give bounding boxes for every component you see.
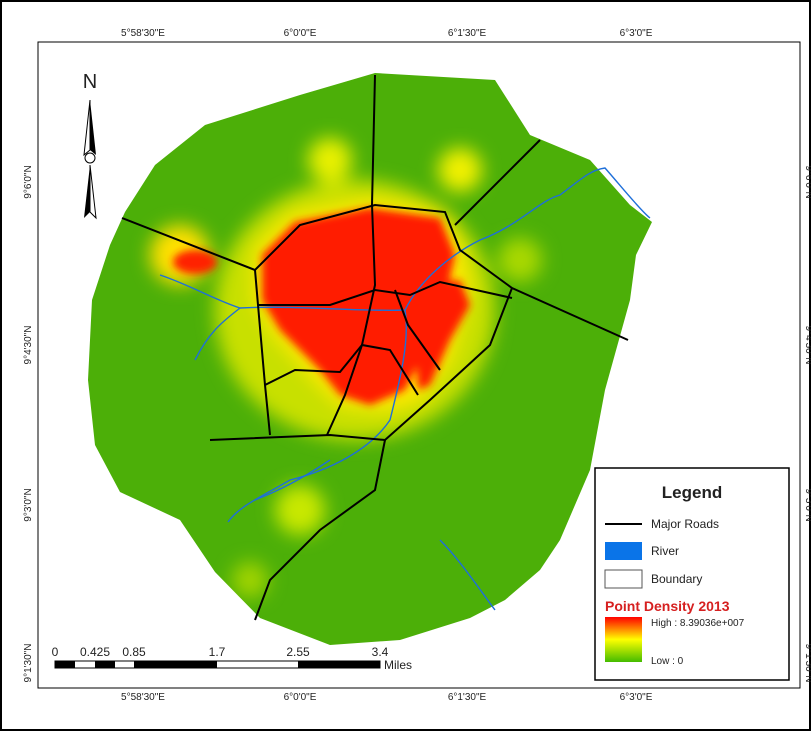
- road: [258, 280, 513, 306]
- latitude-label: 9°3'0"N: [23, 488, 34, 521]
- longitude-label: 6°3'0"E: [620, 28, 653, 39]
- boundary-swatch: [604, 569, 643, 589]
- density-low: Low : 0: [651, 656, 684, 667]
- scale-segment: [55, 661, 75, 668]
- longitude-label: 6°0'0"E: [284, 692, 317, 703]
- rivers: [159, 167, 651, 611]
- road: [254, 269, 271, 436]
- heat-spot: [438, 148, 482, 192]
- north-arrow: N: [83, 71, 97, 220]
- arrow-half: [84, 165, 90, 218]
- longitude-label: 5°58'30"E: [121, 692, 165, 703]
- scale-segment: [134, 661, 217, 668]
- heat-spot: [498, 238, 542, 282]
- scale-segment: [298, 661, 380, 668]
- longitude-label: 6°3'0"E: [620, 692, 653, 703]
- latitude-label: 9°4'30"N: [803, 326, 811, 365]
- heat-spot: [232, 562, 268, 598]
- density-title: Point Density 2013: [605, 598, 730, 614]
- road: [209, 287, 513, 442]
- road: [326, 74, 377, 436]
- river: [194, 307, 241, 361]
- longitude-label: 6°1'30"E: [448, 28, 487, 39]
- arrow-half: [90, 100, 96, 155]
- latitude-label: 9°6'0"N: [23, 165, 34, 198]
- legend-item: Major Roads: [651, 517, 719, 531]
- north-label: N: [83, 71, 97, 93]
- heat-red: [415, 280, 470, 390]
- heat-red: [173, 250, 217, 274]
- road: [264, 343, 419, 396]
- latitude-label: 9°1'30"N: [803, 644, 811, 683]
- density-high: High : 8.39036e+007: [651, 618, 745, 629]
- latitude-label: 9°1'30"N: [23, 644, 34, 683]
- density-ramp: [605, 617, 642, 662]
- legend: Legend Major Roads River Boundary Point …: [594, 467, 790, 681]
- latitude-label: 9°4'30"N: [23, 326, 34, 365]
- heat-spot: [308, 138, 352, 182]
- latitude-label: 9°6'0"N: [803, 165, 811, 198]
- heat-spot: [275, 485, 325, 535]
- road: [121, 203, 629, 341]
- grid-labels: 5°58'30"E 5°58'30"E 6°0'0"E 6°0'0"E 6°1'30"E…: [23, 28, 811, 703]
- scale-unit: Miles: [384, 658, 412, 672]
- river: [159, 167, 651, 312]
- scale-tick-label: 0.85: [122, 645, 146, 659]
- scale-tick-label: 1.7: [209, 645, 226, 659]
- arrow-half: [89, 164, 97, 220]
- scale-tick-label: 0.425: [80, 645, 110, 659]
- roads: [121, 74, 629, 621]
- road: [394, 289, 441, 371]
- road: [454, 139, 541, 226]
- river-swatch: [605, 542, 642, 560]
- longitude-label: 5°58'30"E: [121, 28, 165, 39]
- longitude-label: 6°1'30"E: [448, 692, 487, 703]
- road: [254, 439, 386, 621]
- heat-core: [173, 208, 470, 405]
- scale-tick-label: 3.4: [372, 645, 389, 659]
- scale-segment: [95, 661, 115, 668]
- heat-red: [262, 208, 455, 405]
- river: [439, 539, 496, 611]
- river: [254, 459, 331, 501]
- longitude-label: 6°0'0"E: [284, 28, 317, 39]
- latitude-label: 9°3'0"N: [803, 488, 811, 521]
- legend-item: Boundary: [651, 572, 702, 586]
- legend-title: Legend: [662, 483, 722, 502]
- arrow-hub: [84, 152, 96, 164]
- legend-item: River: [651, 544, 679, 558]
- scale-tick-label: 2.55: [286, 645, 310, 659]
- scale-tick-label: 0: [52, 645, 59, 659]
- scale-bar: Miles 0 0.425 0.85 1.7 2.55 3.4: [52, 645, 412, 672]
- river: [227, 309, 408, 523]
